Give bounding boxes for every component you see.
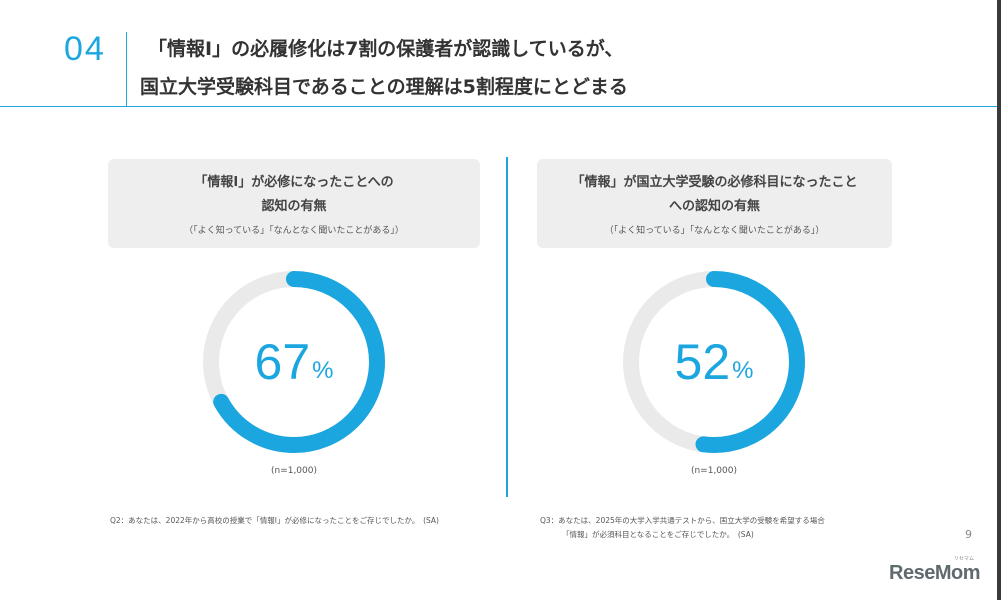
- right-donut-chart: 52 %: [619, 267, 809, 457]
- left-card-line-2: 認知の有無: [261, 199, 327, 214]
- left-percent: 67 %: [199, 267, 389, 457]
- right-question-line-1: Q3：あなたは、2025年の大学入学共通テストから、国立大学の受験を希望する場合: [540, 516, 825, 525]
- section-number: 04: [64, 30, 106, 68]
- right-card-line-2: への認知の有無: [668, 199, 760, 214]
- logo-text: ReseMom: [889, 562, 980, 584]
- left-sample-size: (n=1,000): [270, 466, 318, 476]
- right-card-line-1: 「情報」が国立大学受験の必修科目になったこと: [571, 175, 858, 190]
- left-percent-value: 67: [254, 334, 311, 390]
- left-card: 「情報Ⅰ」が必修になったことへの 認知の有無 （「よく知っている」「なんとなく聞…: [108, 159, 480, 248]
- title-line-1: 「情報Ⅰ」の必履修化は7割の保護者が認識しているが、: [148, 38, 624, 60]
- header-horizontal-rule: [0, 106, 1001, 107]
- logo-small-text: リセマム: [953, 556, 974, 562]
- right-percent-value: 52: [674, 334, 731, 390]
- resemom-logo: ReseMom リセマム: [889, 556, 980, 585]
- edge-strip: [997, 0, 1001, 600]
- right-question: Q3：あなたは、2025年の大学入学共通テストから、国立大学の受験を希望する場合…: [540, 514, 825, 542]
- right-card: 「情報」が国立大学受験の必修科目になったこと への認知の有無 （「よく知っている…: [537, 159, 892, 248]
- slide-title: 「情報Ⅰ」の必履修化は7割の保護者が認識しているが、 国立大学受験科目であること…: [140, 30, 900, 106]
- left-question: Q2：あなたは、2022年から高校の授業で「情報Ⅰ」が必修になったことをご存じで…: [110, 516, 439, 525]
- right-donut-arc: [623, 271, 805, 453]
- left-donut-chart: 67 %: [199, 267, 389, 457]
- header-vertical-rule: [126, 32, 127, 107]
- right-sample-size: (n=1,000): [690, 466, 738, 476]
- left-card-subtitle: （「よく知っている」「なんとなく聞いたことがある」）: [184, 226, 404, 236]
- left-percent-unit: %: [312, 357, 334, 384]
- page-number: 9: [965, 528, 972, 541]
- panel-divider: [506, 157, 508, 497]
- right-percent-unit: %: [732, 357, 754, 384]
- left-donut-arc: [203, 271, 385, 453]
- right-card-subtitle: （「よく知っている」「なんとなく聞いたことがある」）: [604, 226, 825, 236]
- left-card-line-1: 「情報Ⅰ」が必修になったことへの: [194, 175, 394, 190]
- right-question-line-2: 「情報」が必須科目となることをご存じでしたか。 (SA): [562, 530, 754, 539]
- title-line-2: 国立大学受験科目であることの理解は5割程度にとどまる: [140, 76, 628, 98]
- right-percent: 52 %: [619, 267, 809, 457]
